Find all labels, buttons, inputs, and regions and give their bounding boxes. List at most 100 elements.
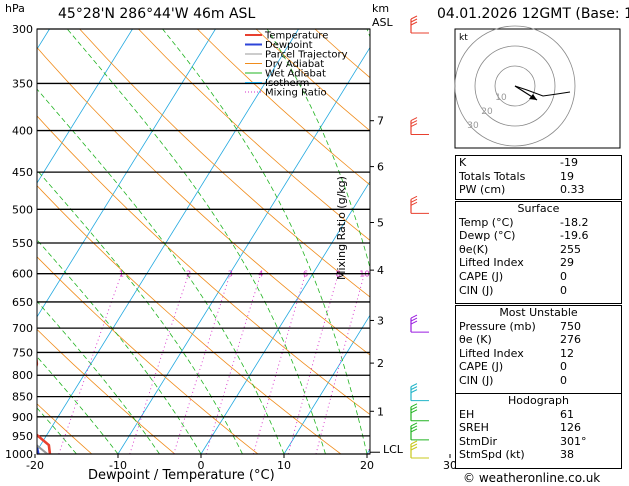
lcl-label: LCL [383, 443, 403, 456]
hodograph-ring [474, 45, 556, 127]
axes: 3003504004505005506006507007508008509009… [5, 23, 540, 472]
hpa-unit-label: hPa [5, 2, 25, 15]
wind-barb-flag [410, 18, 418, 23]
wind-barb-flag [410, 406, 418, 411]
wind-barb-flag [410, 320, 418, 325]
wind-barb-flag [410, 117, 418, 121]
wind-barb-flag [410, 195, 418, 200]
wind-barb-flag [410, 428, 418, 433]
x-tick-label: 0 [198, 459, 205, 472]
x-tick-label: -20 [26, 459, 44, 472]
hodo-row: StmSpd (kt) 38 [459, 448, 574, 462]
pressure-tick-label: 300 [12, 23, 33, 36]
hodograph-title: Hodograph [508, 394, 569, 407]
isotherm-line [37, 29, 299, 452]
plot-frame [36, 28, 371, 455]
hodograph-ring-label: 10 [495, 93, 507, 103]
surface-row: θe(K) 255 [459, 242, 581, 256]
hodo-row: EH 61 [459, 407, 574, 421]
x-tick-label: 20 [360, 459, 374, 472]
surface-row: Dewp (°C) -19.6 [459, 229, 589, 243]
wind-barb-flag [410, 21, 418, 26]
pressure-tick-label: 700 [12, 322, 33, 335]
x-axis-label: Dewpoint / Temperature (°C) [88, 468, 275, 483]
height-tick-label: 7 [377, 115, 384, 128]
copyright-footer[interactable]: © weatheronline.co.uk [463, 471, 601, 485]
dry-adiabat-line [196, 29, 370, 186]
mixing-ratio-line [367, 443, 370, 454]
mu-row: Lifted Index 12 [459, 346, 574, 360]
index-row: PW (cm) 0.33 [459, 183, 585, 197]
mixing-ratio-label: 20 [444, 270, 454, 279]
wet-adiabat-line [37, 407, 77, 454]
hodo-row: SREH 126 [459, 421, 581, 435]
storm-motion-arrowhead [529, 94, 537, 100]
pressure-tick-label: 950 [12, 430, 33, 443]
mixing-ratio-line [129, 273, 190, 454]
pressure-tick-label: 450 [12, 166, 33, 179]
x-tick-label: -10 [109, 459, 127, 472]
hodograph-ring [454, 25, 576, 147]
wind-barb-flag [410, 317, 418, 322]
dry-adiabat-line [0, 29, 9, 454]
mixing-ratio-line [205, 273, 262, 454]
dry-adiabat-line [79, 29, 370, 298]
height-tick-label: 6 [377, 161, 384, 174]
mu-row: Pressure (mb) 750 [459, 319, 581, 333]
mixing-ratio-axis-label: Mixing Ratio (g/kg) [335, 176, 348, 280]
height-tick-label: 2 [377, 357, 384, 370]
indices-panel: K -19 Totals Totals 19 PW (cm) 0.33 [455, 155, 622, 200]
pressure-tick-label: 750 [12, 346, 33, 359]
mixing-ratio-line [406, 274, 449, 454]
wind-barb-flag [410, 446, 418, 451]
height-tick-label: 1 [377, 405, 384, 418]
hodo-row: StmDir 301° [459, 434, 587, 448]
pressure-tick-label: 900 [12, 411, 33, 424]
mixing-ratio-lines: 12346810152025 [58, 270, 454, 454]
legend-label: Dewpoint [265, 40, 313, 51]
legend-label: Isotherm [265, 78, 309, 89]
index-row: Totals Totals 19 [459, 169, 574, 183]
hodograph-ring [494, 65, 536, 107]
wind-barb-flag [410, 123, 418, 127]
wind-barb-flag [410, 409, 418, 414]
wet-adiabat-line [366, 29, 370, 39]
dry-adiabat-line [37, 403, 93, 454]
wind-barb-flag [410, 443, 418, 448]
hodograph-unit-label: kt [459, 33, 468, 43]
height-tick-label: 4 [377, 264, 384, 277]
mu-row: θe (K) 276 [459, 333, 581, 347]
wind-barbs [410, 15, 429, 459]
mixing-ratio-line [315, 273, 365, 454]
hodograph-trace [514, 85, 571, 97]
index-row: K -19 [459, 156, 578, 169]
mixing-ratio-line [173, 273, 231, 454]
pressure-tick-label: 350 [12, 77, 33, 90]
isotherm-line [200, 180, 370, 454]
pressure-tick-label: 1000 [5, 448, 33, 461]
wind-barb-flag [410, 314, 418, 319]
surface-row: CIN (J) 0 [459, 283, 567, 297]
hodograph-ring-label: 30 [467, 121, 479, 131]
surface-panel: Surface Temp (°C) -18.2 Dewp (°C) -19.6 θe… [455, 201, 622, 304]
wet-adiabat-line [37, 356, 119, 454]
wind-barb-flag [410, 383, 418, 388]
legend-label: Temperature [264, 31, 328, 42]
mixing-ratio-line [287, 273, 339, 454]
pressure-tick-label: 400 [12, 125, 33, 138]
legend-label: Wet Adiabat [265, 69, 326, 80]
wind-barb-flag [410, 440, 418, 445]
mu-row: CIN (J) 0 [459, 373, 567, 387]
isotherm-line [283, 314, 370, 454]
pressure-tick-label: 550 [12, 237, 33, 250]
wind-barb-flag [410, 386, 418, 391]
most-unstable-title: Most Unstable [499, 306, 578, 319]
legend-label: Mixing Ratio [265, 88, 327, 99]
most-unstable-panel: Most Unstable Pressure (mb) 750 θe (K) 276… [455, 305, 622, 395]
wind-barb-flag [410, 198, 418, 203]
mixing-ratio-label: 15 [408, 270, 418, 279]
dry-adiabat-line [138, 29, 370, 241]
wind-barb-flag [410, 201, 418, 206]
